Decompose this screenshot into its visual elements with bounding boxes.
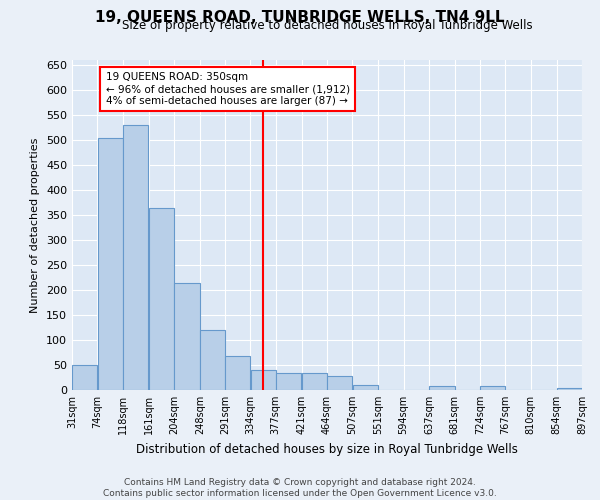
Bar <box>200 330 225 390</box>
Bar <box>124 125 148 390</box>
Bar <box>429 386 455 390</box>
Bar <box>276 372 301 390</box>
Bar <box>174 282 200 390</box>
Text: Contains HM Land Registry data © Crown copyright and database right 2024.
Contai: Contains HM Land Registry data © Crown c… <box>103 478 497 498</box>
Bar <box>226 356 250 390</box>
Bar <box>557 388 582 390</box>
Bar <box>327 376 352 390</box>
Bar <box>98 138 123 390</box>
Title: Size of property relative to detached houses in Royal Tunbridge Wells: Size of property relative to detached ho… <box>122 20 532 32</box>
Y-axis label: Number of detached properties: Number of detached properties <box>31 138 40 312</box>
Bar <box>251 370 275 390</box>
X-axis label: Distribution of detached houses by size in Royal Tunbridge Wells: Distribution of detached houses by size … <box>136 442 518 456</box>
Bar <box>149 208 173 390</box>
Text: 19, QUEENS ROAD, TUNBRIDGE WELLS, TN4 9LL: 19, QUEENS ROAD, TUNBRIDGE WELLS, TN4 9L… <box>95 10 505 25</box>
Bar <box>353 385 378 390</box>
Bar <box>72 365 97 390</box>
Bar <box>481 386 505 390</box>
Bar <box>302 372 327 390</box>
Text: 19 QUEENS ROAD: 350sqm
← 96% of detached houses are smaller (1,912)
4% of semi-d: 19 QUEENS ROAD: 350sqm ← 96% of detached… <box>106 72 350 106</box>
